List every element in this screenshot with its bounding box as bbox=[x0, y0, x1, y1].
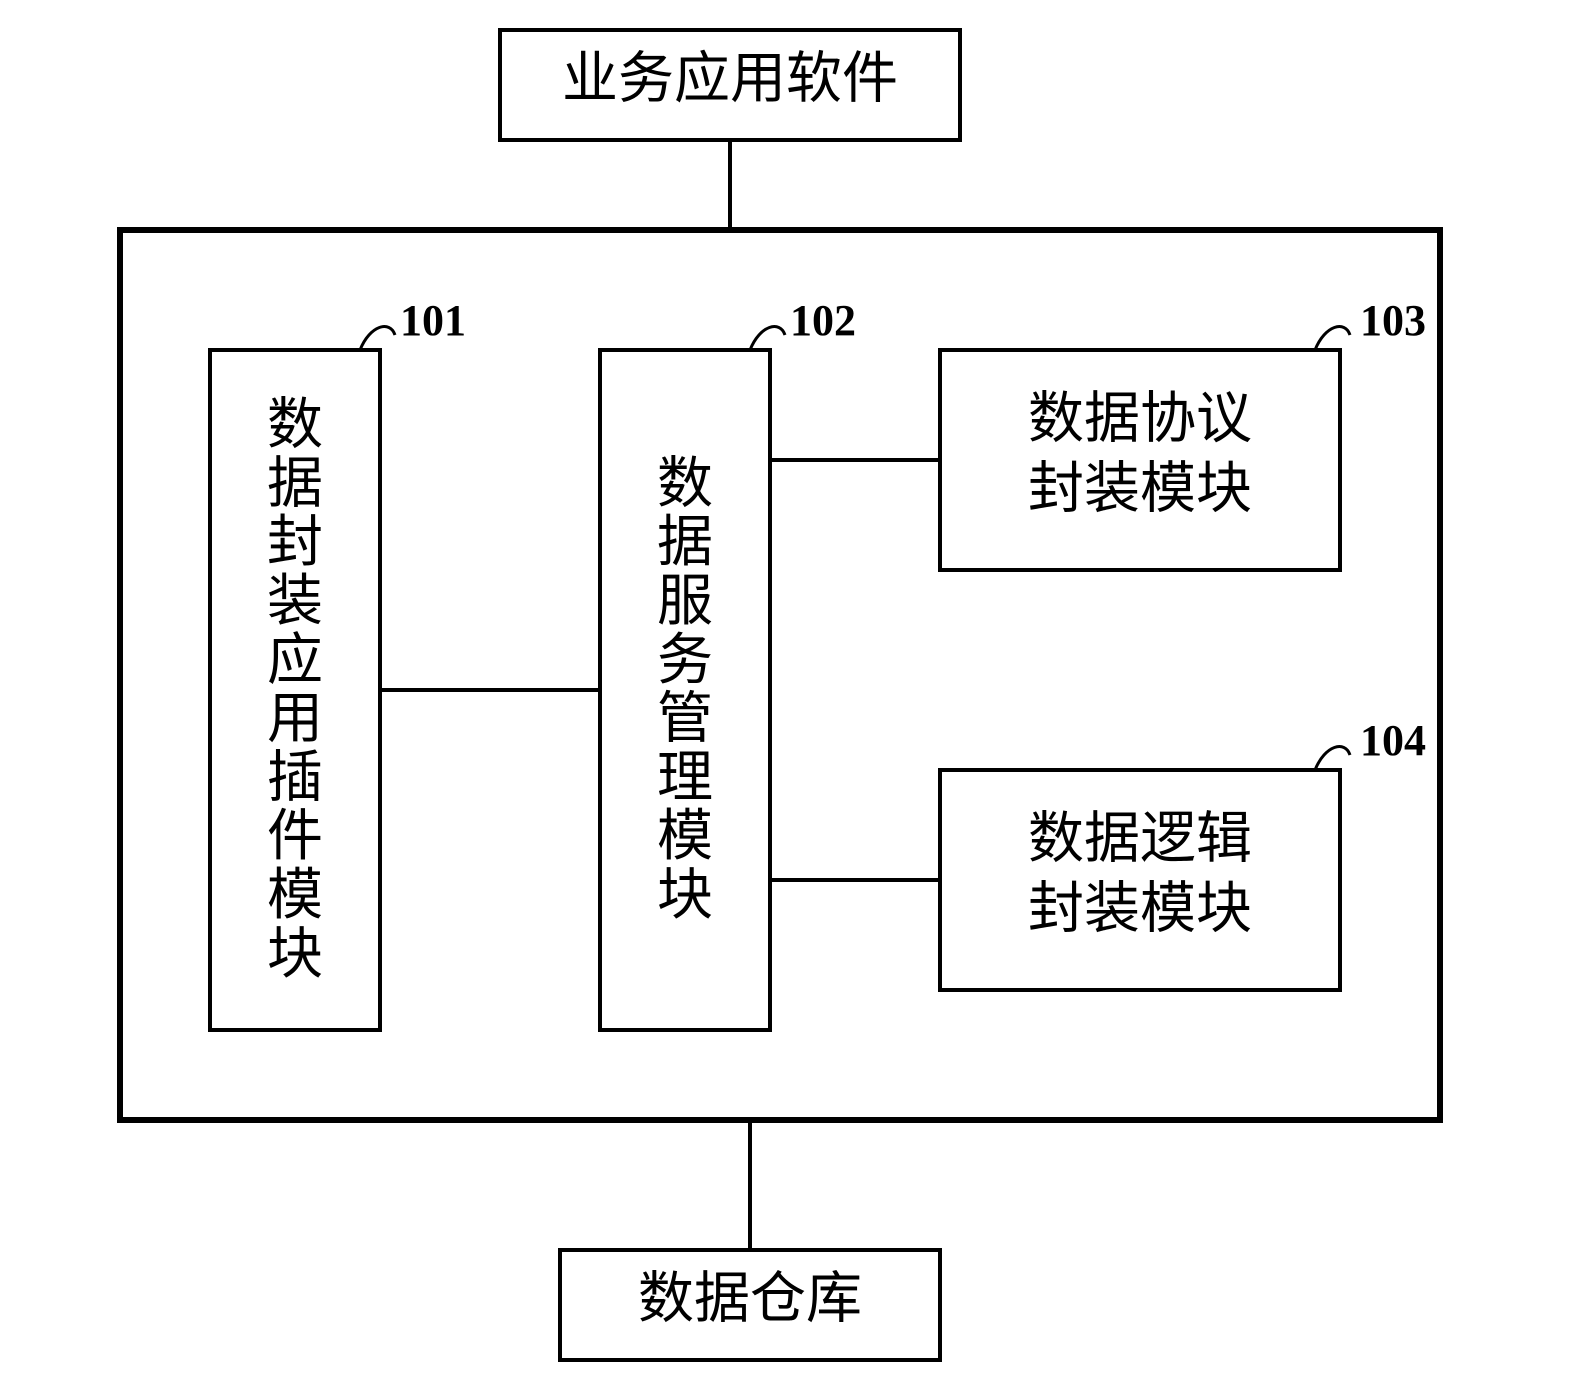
architecture-diagram: 数据封装应用插件模块数据服务管理模块数据协议封装模块数据逻辑封装模块业务应用软件… bbox=[0, 0, 1586, 1382]
box-label-char: 应 bbox=[267, 630, 323, 692]
box-label-char: 用 bbox=[267, 689, 323, 751]
box-label-char: 数 bbox=[657, 453, 713, 515]
box-label-char: 务 bbox=[657, 630, 713, 692]
box-label-char: 件 bbox=[267, 806, 323, 868]
box-label-line: 数据仓库 bbox=[638, 1269, 862, 1331]
tag-number: 103 bbox=[1360, 296, 1426, 345]
box-label-char: 服 bbox=[657, 571, 713, 633]
box-label-line: 封装模块 bbox=[1028, 459, 1252, 521]
tag-number: 102 bbox=[790, 296, 856, 345]
box-label-char: 数 bbox=[267, 395, 323, 457]
box-label-char: 管 bbox=[657, 689, 713, 751]
box-label-char: 封 bbox=[267, 512, 323, 574]
box-label-line: 数据逻辑 bbox=[1028, 809, 1252, 871]
box-label-char: 理 bbox=[657, 747, 713, 809]
box-label-char: 据 bbox=[657, 512, 713, 574]
box-label-char: 模 bbox=[657, 806, 713, 868]
tag-number: 104 bbox=[1360, 716, 1426, 765]
box-label-char: 装 bbox=[267, 571, 323, 633]
box-label-char: 据 bbox=[267, 453, 323, 515]
box-label-char: 块 bbox=[267, 924, 323, 986]
box-label-char: 块 bbox=[657, 865, 713, 927]
box-label-line: 业务应用软件 bbox=[562, 49, 898, 111]
box-label-line: 封装模块 bbox=[1028, 879, 1252, 941]
box-label-char: 插 bbox=[267, 747, 323, 809]
box-label-char: 模 bbox=[267, 865, 323, 927]
tag-number: 101 bbox=[400, 296, 466, 345]
box-label-line: 数据协议 bbox=[1028, 389, 1252, 451]
